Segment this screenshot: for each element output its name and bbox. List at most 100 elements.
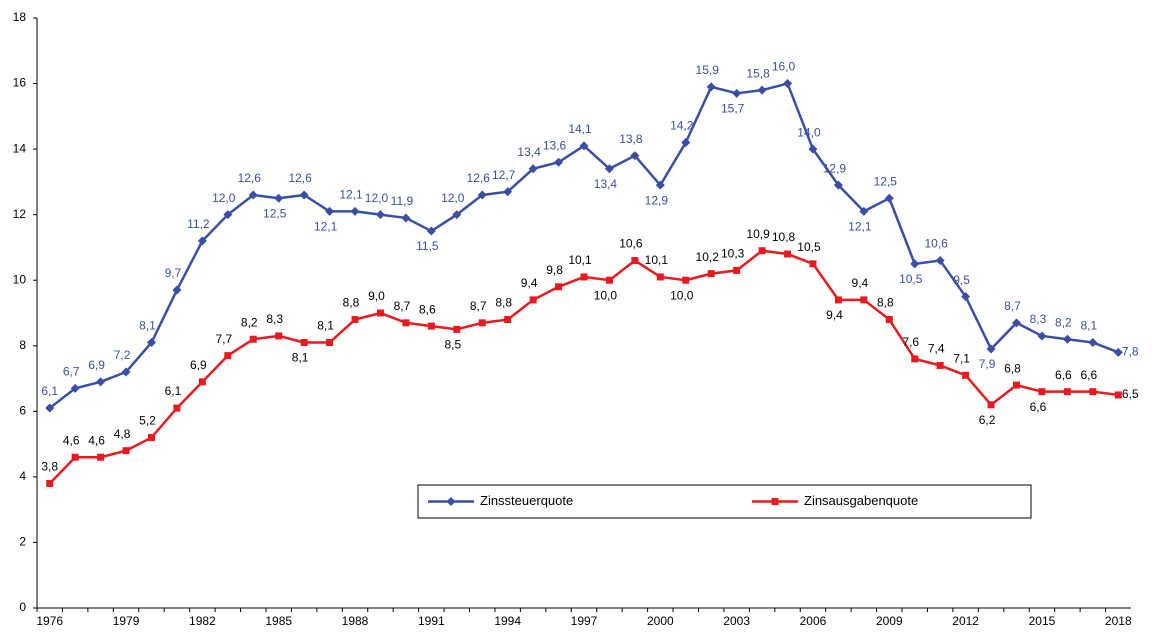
marker	[555, 283, 563, 291]
data-label: 6,5	[1122, 387, 1139, 401]
marker	[325, 206, 335, 216]
data-label: 7,7	[215, 332, 232, 346]
marker	[402, 319, 410, 327]
data-label: 12,0	[212, 191, 236, 205]
marker	[147, 434, 155, 442]
x-tick-label: 2018	[1105, 614, 1132, 628]
marker	[961, 292, 971, 302]
data-label: 8,3	[266, 312, 283, 326]
y-tick-label: 18	[13, 10, 27, 24]
data-label: 4,6	[88, 433, 105, 447]
marker	[554, 157, 564, 167]
marker	[453, 325, 461, 333]
data-label: 6,8	[1004, 361, 1021, 375]
x-tick-label: 2012	[952, 614, 979, 628]
x-tick-label: 2009	[876, 614, 903, 628]
data-label: 10,3	[721, 247, 745, 261]
marker	[504, 316, 512, 324]
data-label: 12,7	[492, 168, 516, 182]
marker	[809, 260, 817, 268]
marker	[46, 479, 54, 487]
marker	[1037, 331, 1047, 341]
marker	[275, 332, 283, 340]
marker	[326, 339, 334, 346]
marker	[529, 296, 537, 304]
data-label: 14,2	[670, 119, 694, 133]
marker	[426, 226, 436, 236]
data-label: 10,6	[619, 237, 643, 251]
marker	[401, 213, 411, 223]
data-label: 13,8	[619, 132, 643, 146]
data-label: 6,1	[165, 384, 182, 398]
marker	[630, 151, 640, 161]
data-label: 16,0	[772, 60, 796, 74]
marker	[477, 190, 487, 200]
marker	[604, 164, 614, 174]
data-label: 12,6	[467, 171, 491, 185]
y-tick-label: 4	[19, 469, 26, 483]
data-label: 9,8	[546, 263, 563, 277]
data-label: 12,6	[238, 171, 262, 185]
marker	[682, 276, 690, 284]
marker	[503, 187, 513, 197]
x-tick-label: 1991	[418, 614, 445, 628]
y-tick-label: 0	[19, 600, 26, 614]
x-tick-label: 2000	[647, 614, 674, 628]
marker	[833, 180, 843, 190]
data-label: 9,4	[826, 308, 843, 322]
data-label: 8,2	[241, 315, 258, 329]
marker	[1114, 391, 1122, 399]
marker	[885, 316, 893, 324]
data-label: 7,8	[1122, 345, 1139, 359]
data-label: 8,1	[139, 319, 156, 333]
marker	[146, 338, 156, 347]
marker	[224, 352, 232, 360]
legend-label: Zinssteuerquote	[480, 493, 573, 508]
marker	[71, 453, 79, 461]
data-label: 12,5	[263, 206, 287, 220]
y-tick-label: 6	[19, 404, 26, 418]
data-label: 10,6	[925, 237, 949, 251]
marker	[706, 82, 716, 92]
data-label: 8,2	[1055, 315, 1072, 329]
data-label: 8,8	[495, 296, 512, 310]
data-label: 13,6	[543, 138, 567, 152]
marker	[1012, 318, 1022, 328]
data-label: 7,2	[114, 348, 131, 362]
x-tick-label: 1982	[189, 614, 216, 628]
data-label: 9,5	[953, 273, 970, 287]
data-label: 10,0	[594, 288, 618, 302]
marker	[962, 371, 970, 379]
marker	[783, 79, 793, 89]
data-label: 11,9	[391, 194, 414, 208]
marker	[784, 250, 792, 258]
marker	[452, 210, 462, 220]
data-label: 8,1	[317, 319, 334, 333]
data-label: 6,2	[979, 413, 996, 427]
marker	[987, 401, 995, 409]
data-label: 6,9	[88, 358, 105, 372]
data-label: 7,4	[928, 342, 945, 356]
data-label: 8,5	[444, 338, 461, 352]
marker	[97, 453, 105, 461]
marker	[860, 296, 868, 304]
marker	[197, 236, 207, 246]
data-label: 7,1	[953, 351, 970, 365]
data-label: 13,4	[594, 177, 618, 191]
x-tick-label: 1997	[571, 614, 598, 628]
data-label: 8,8	[343, 296, 360, 310]
marker	[732, 88, 742, 98]
marker	[707, 270, 715, 278]
y-tick-label: 10	[13, 272, 27, 286]
x-tick-label: 1976	[36, 614, 63, 628]
data-label: 6,1	[41, 384, 58, 398]
marker	[656, 273, 664, 281]
data-label: 9,4	[852, 276, 869, 290]
data-label: 7,6	[902, 335, 919, 349]
marker	[1063, 388, 1071, 396]
marker	[528, 164, 538, 174]
data-label: 10,1	[645, 253, 669, 267]
data-label: 12,6	[288, 171, 312, 185]
marker	[45, 403, 55, 413]
